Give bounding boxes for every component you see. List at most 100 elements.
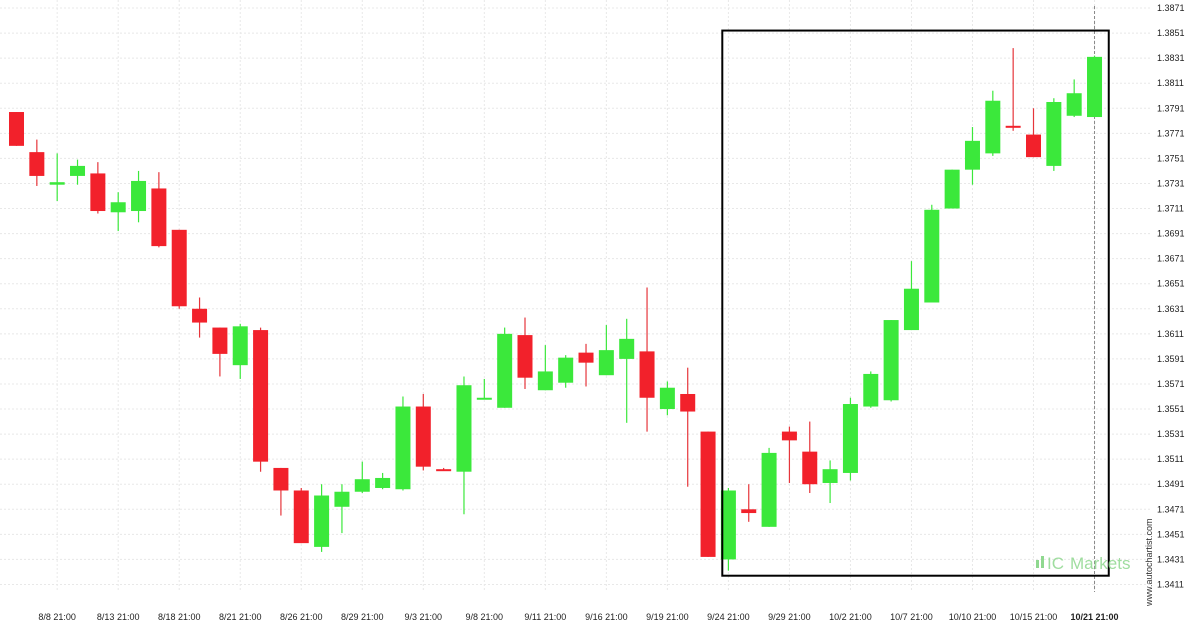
candle-down	[700, 431, 716, 557]
candle-down	[212, 327, 228, 377]
y-tick-label: 1.3631	[1157, 304, 1185, 314]
candle-body	[741, 509, 757, 514]
candle-body	[619, 338, 635, 359]
candle-body	[273, 467, 289, 491]
candle-up	[964, 127, 980, 185]
x-tick-label: 9/19 21:00	[646, 612, 689, 622]
candle-down	[293, 487, 309, 544]
x-tick-label: 8/18 21:00	[158, 612, 201, 622]
candle-body	[883, 320, 899, 401]
candle-body	[314, 495, 330, 547]
candle-body	[110, 202, 126, 213]
candle-body	[802, 451, 818, 485]
candle-up	[720, 487, 736, 571]
candle-up	[1046, 98, 1062, 171]
candle-down	[781, 426, 797, 483]
candle-body	[639, 351, 655, 398]
candle-down	[151, 172, 167, 248]
candle-down	[273, 467, 289, 516]
candle-body	[924, 209, 940, 303]
y-tick-label: 1.3571	[1157, 379, 1185, 389]
bars-icon	[1036, 556, 1044, 568]
candle-body	[415, 406, 431, 467]
candle-down	[90, 162, 106, 214]
candle-up	[558, 355, 574, 388]
candle-down	[436, 467, 452, 472]
x-tick-label: 10/7 21:00	[890, 612, 933, 622]
candle-up	[537, 345, 553, 391]
candle-up	[131, 170, 147, 223]
candle-body	[131, 180, 147, 212]
x-tick-label: 9/8 21:00	[466, 612, 504, 622]
candle-body	[212, 327, 228, 354]
candle-body	[517, 335, 533, 378]
candles	[9, 48, 1103, 571]
candle-down	[639, 287, 655, 432]
candle-body	[761, 452, 777, 527]
y-tick-label: 1.3731	[1157, 178, 1185, 188]
y-tick-label: 1.3531	[1157, 429, 1185, 439]
candle-body	[232, 326, 248, 366]
y-tick-label: 1.3811	[1157, 78, 1184, 88]
y-tick-label: 1.3871	[1157, 3, 1185, 13]
candle-body	[578, 352, 594, 363]
candle-body	[537, 371, 553, 391]
candle-body	[781, 431, 797, 441]
candle-up	[354, 461, 370, 493]
candle-up	[944, 169, 960, 209]
candle-body	[293, 490, 309, 544]
candle-down	[415, 393, 431, 471]
candle-body	[476, 397, 492, 400]
y-tick-label: 1.3711	[1157, 204, 1184, 214]
candle-body	[944, 169, 960, 209]
brand-suffix: Markets	[1070, 554, 1130, 573]
y-tick-label: 1.3651	[1157, 279, 1185, 289]
candle-body	[70, 165, 86, 176]
brand-prefix: IC	[1047, 554, 1064, 573]
candle-body	[253, 330, 269, 462]
candle-body	[964, 140, 980, 170]
y-tick-label: 1.3491	[1157, 479, 1185, 489]
candle-up	[985, 90, 1001, 156]
x-tick-label: 10/2 21:00	[829, 612, 872, 622]
candle-down	[1026, 108, 1041, 158]
y-tick-label: 1.3851	[1157, 28, 1185, 38]
candle-body	[9, 112, 24, 146]
candle-body	[903, 288, 919, 331]
candle-up	[395, 396, 411, 491]
pattern-highlight-box	[721, 29, 1110, 577]
candle-up	[497, 327, 513, 408]
y-tick-label: 1.3771	[1157, 128, 1185, 138]
candle-up	[598, 325, 614, 376]
candle-body	[171, 229, 187, 307]
candle-body	[49, 182, 65, 185]
x-tick-label: 10/15 21:00	[1010, 612, 1058, 622]
candle-up	[334, 484, 350, 534]
candle-body	[700, 431, 716, 557]
candle-down	[253, 327, 269, 472]
candle-body	[842, 404, 858, 473]
x-tick-label: 9/11 21:00	[524, 612, 566, 622]
candle-body	[1087, 56, 1103, 118]
x-tick-label: 8/26 21:00	[280, 612, 323, 622]
candle-down	[192, 297, 208, 338]
x-tick-label: 8/13 21:00	[97, 612, 140, 622]
x-tick-label: 9/24 21:00	[707, 612, 750, 622]
candle-up	[476, 378, 492, 400]
candle-body	[1026, 134, 1041, 158]
candle-up	[375, 472, 391, 490]
x-tick-label: 8/8 21:00	[38, 612, 76, 622]
x-tick-label: 8/21 21:00	[219, 612, 262, 622]
highlight-box-layer	[721, 29, 1110, 577]
candle-up	[619, 318, 635, 423]
candle-down	[741, 484, 757, 522]
candle-up	[903, 261, 919, 331]
y-tick-label: 1.3751	[1157, 153, 1185, 163]
candle-down	[802, 421, 818, 493]
x-tick-label: 10/10 21:00	[949, 612, 997, 622]
candle-up	[761, 447, 777, 527]
y-tick-label: 1.3471	[1157, 504, 1185, 514]
autochartist-url: www.autochartist.com	[1144, 518, 1154, 607]
candle-down	[578, 343, 594, 387]
